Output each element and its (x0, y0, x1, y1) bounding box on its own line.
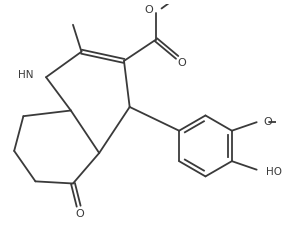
Text: HN: HN (18, 70, 33, 79)
Text: HO: HO (266, 166, 282, 176)
Text: O: O (264, 116, 272, 126)
Text: O: O (76, 208, 84, 218)
Text: O: O (178, 58, 187, 68)
Text: O: O (145, 5, 153, 15)
